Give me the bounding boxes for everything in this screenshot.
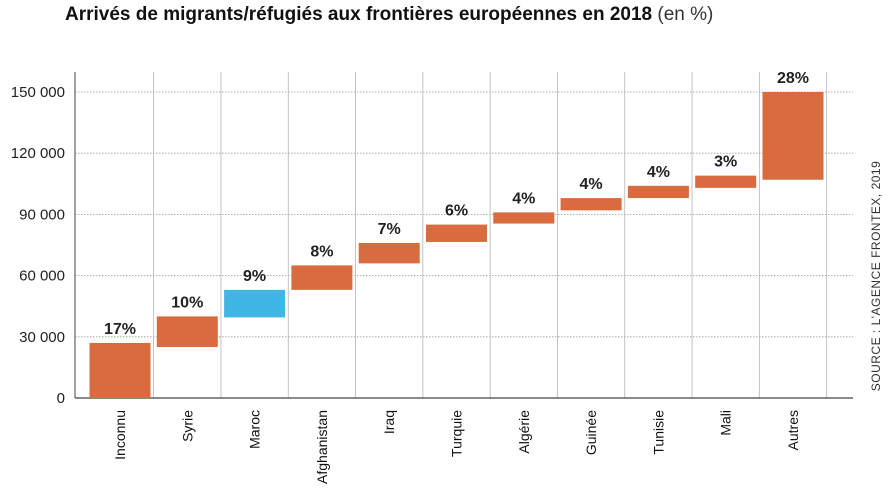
y-tick-label: 0 xyxy=(57,390,65,407)
bar-10 xyxy=(762,92,824,180)
bar-9 xyxy=(695,175,757,188)
category-label: Maroc xyxy=(247,410,263,449)
value-label: 4% xyxy=(580,176,603,193)
category-label: Iraq xyxy=(381,410,397,434)
value-label: 8% xyxy=(310,243,333,260)
value-label: 7% xyxy=(378,221,401,238)
bars-layer xyxy=(89,92,824,398)
y-tick-label: 90 000 xyxy=(19,206,65,223)
category-label: Turquie xyxy=(449,410,465,457)
value-label: 9% xyxy=(243,268,266,285)
bar-1 xyxy=(156,316,218,347)
chart-title-main: Arrivés de migrants/réfugiés aux frontiè… xyxy=(65,4,653,25)
category-label: Algérie xyxy=(516,410,532,454)
bar-2 xyxy=(224,289,286,318)
category-label: Afghanistan xyxy=(314,410,330,484)
value-label: 4% xyxy=(647,164,670,181)
category-label: Syrie xyxy=(179,410,195,442)
value-label: 17% xyxy=(104,321,136,338)
source-note: SOURCE : L'AGENCE FRONTEX, 2019 xyxy=(869,161,883,392)
y-tick-label: 30 000 xyxy=(19,329,65,346)
category-label: Tunisie xyxy=(650,410,666,455)
chart-title-unit: (en %) xyxy=(657,4,714,25)
bar-8 xyxy=(627,185,689,199)
value-label: 10% xyxy=(171,294,203,311)
y-tick-label: 60 000 xyxy=(19,268,65,285)
category-label: Autres xyxy=(785,410,801,450)
bar-5 xyxy=(426,224,487,242)
labels-layer: 0 30 000 60 000 90 000 120 000 150 000 17% Inco… xyxy=(11,70,809,484)
value-label: 3% xyxy=(714,154,737,171)
value-label: 4% xyxy=(512,190,535,207)
value-label: 6% xyxy=(445,203,468,220)
chart-title: Arrivés de migrants/réfugiés aux frontiè… xyxy=(65,4,713,26)
value-label: 28% xyxy=(777,70,809,87)
y-tick-label: 120 000 xyxy=(11,145,65,162)
grid-layer xyxy=(74,72,853,399)
bar-3 xyxy=(291,265,353,290)
bar-6 xyxy=(493,212,555,224)
category-label: Mali xyxy=(718,410,734,436)
category-label: Inconnu xyxy=(112,410,128,460)
bar-4 xyxy=(358,242,420,264)
category-label: Guinée xyxy=(583,410,599,455)
bar-7 xyxy=(560,198,622,211)
bar-0 xyxy=(89,342,151,398)
y-tick-label: 150 000 xyxy=(11,84,65,101)
